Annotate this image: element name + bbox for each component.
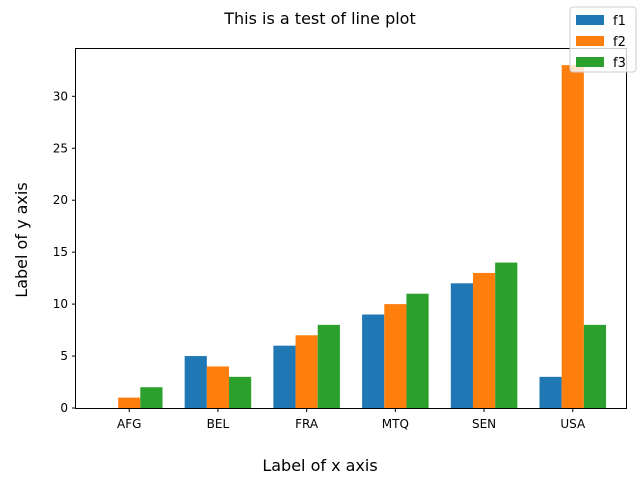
chart-title: This is a test of line plot bbox=[223, 9, 415, 28]
legend: f1 f2 f3 bbox=[569, 6, 637, 73]
bar-f1-fra bbox=[273, 345, 296, 408]
x-tick-label: BEL bbox=[207, 417, 230, 431]
y-axis-label: Label of y axis bbox=[12, 182, 31, 297]
y-tick-label: 5 bbox=[60, 349, 68, 363]
legend-swatch-f3 bbox=[576, 57, 604, 67]
legend-swatch-f1 bbox=[576, 15, 604, 25]
bar-f2-bel bbox=[206, 366, 230, 408]
plot-frame bbox=[75, 48, 627, 409]
x-tick-label: SEN bbox=[472, 417, 496, 431]
x-tick-label: FRA bbox=[295, 417, 319, 431]
x-tick-label: AFG bbox=[117, 417, 141, 431]
bar-f2-sen bbox=[472, 272, 496, 408]
y-tick-label: 15 bbox=[53, 245, 68, 259]
ticks-layer: AFG BEL FRA MTQ SEN USA 0 5 10 15 20 25 30 bbox=[53, 89, 586, 431]
y-tick-label: 10 bbox=[53, 297, 68, 311]
bars-layer bbox=[118, 65, 607, 408]
bar-f2-afg bbox=[118, 397, 141, 408]
bar-f1-usa bbox=[539, 376, 562, 408]
y-tick-label: 25 bbox=[53, 141, 68, 155]
bar-f1-sen bbox=[450, 283, 473, 408]
legend-label-f2: f2 bbox=[613, 35, 626, 50]
bar-f1-mtq bbox=[362, 314, 385, 408]
x-tick-label: MTQ bbox=[382, 417, 409, 431]
bar-f3-usa bbox=[583, 324, 607, 408]
x-axis-label: Label of x axis bbox=[262, 456, 377, 475]
bar-f2-fra bbox=[295, 335, 318, 408]
bar-f2-usa bbox=[561, 65, 584, 408]
legend-label-f1: f1 bbox=[613, 14, 626, 29]
legend-swatch-f2 bbox=[576, 36, 604, 46]
bar-f3-mtq bbox=[406, 293, 429, 408]
bar-f3-fra bbox=[317, 324, 340, 408]
legend-label-f3: f3 bbox=[613, 56, 626, 71]
bar-f3-sen bbox=[495, 262, 518, 408]
bar-f3-bel bbox=[229, 376, 252, 408]
bar-f1-bel bbox=[184, 356, 207, 408]
y-tick-label: 20 bbox=[53, 193, 68, 207]
bar-f2-mtq bbox=[384, 304, 407, 408]
x-tick-label: USA bbox=[560, 417, 586, 431]
y-tick-label: 0 bbox=[60, 401, 68, 415]
bar-f3-afg bbox=[140, 387, 163, 408]
y-tick-label: 30 bbox=[53, 89, 68, 103]
